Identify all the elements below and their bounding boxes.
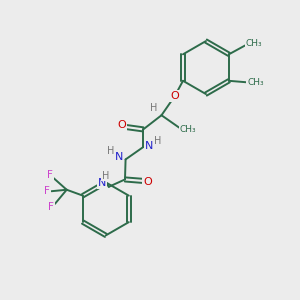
Text: O: O (117, 120, 126, 130)
Text: O: O (143, 177, 152, 188)
Text: CH₃: CH₃ (246, 40, 262, 49)
Text: H: H (102, 171, 110, 181)
Text: H: H (150, 103, 157, 113)
Text: H: H (154, 136, 161, 146)
Text: N: N (98, 178, 106, 188)
Text: N: N (145, 142, 153, 152)
Text: CH₃: CH₃ (180, 124, 196, 134)
Text: CH₃: CH₃ (247, 78, 264, 87)
Text: N: N (115, 152, 123, 162)
Text: H: H (107, 146, 115, 156)
Text: F: F (47, 170, 53, 180)
Text: O: O (170, 91, 179, 101)
Text: F: F (44, 186, 50, 196)
Text: F: F (48, 202, 54, 212)
